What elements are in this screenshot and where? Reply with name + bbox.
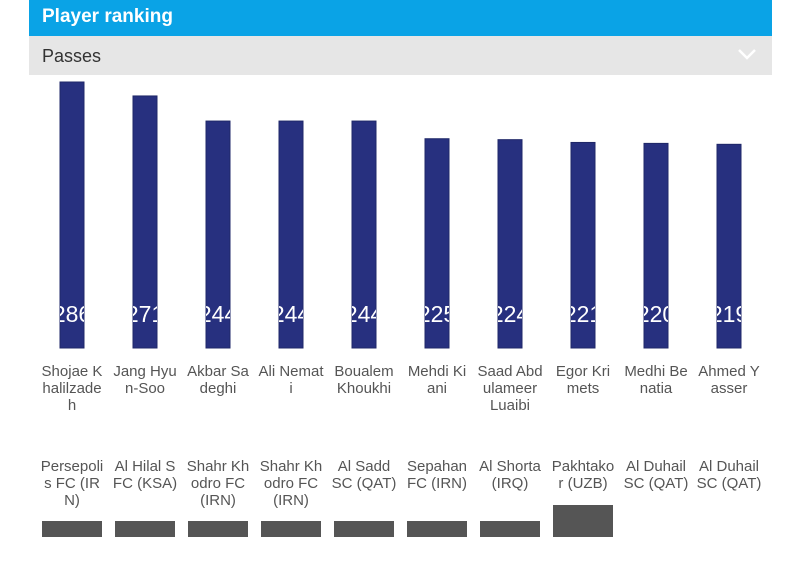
data-label-5: 244 xyxy=(345,301,384,327)
chevron-down-icon[interactable] xyxy=(736,45,758,63)
club-name-1: Persepolis FC (IRN) xyxy=(40,458,104,509)
club-name-7: Al Shorta (IRQ) xyxy=(479,458,541,492)
bar-1[interactable] xyxy=(59,81,85,349)
club-flag-icon-4 xyxy=(261,521,321,537)
club-flag-icon-7 xyxy=(480,521,540,537)
player-name-1: Shojae Khalilzadeh xyxy=(41,363,103,414)
club-flag-icon-3 xyxy=(188,521,248,537)
bar-10[interactable] xyxy=(716,143,742,349)
bar-8[interactable] xyxy=(570,141,596,349)
bar-2[interactable] xyxy=(132,95,158,349)
data-label-7: 224 xyxy=(491,301,530,327)
data-label-6: 225 xyxy=(418,301,456,327)
panel-title: Player ranking xyxy=(29,0,772,36)
player-ranking-panel: Player ranking Passes xyxy=(29,0,772,575)
club-flag-icon-2 xyxy=(115,521,175,537)
stat-selector-value: Passes xyxy=(42,46,102,66)
club-name-6: Sepahan FC (IRN) xyxy=(406,458,468,492)
data-label-10: 219 xyxy=(710,301,748,327)
bar-5[interactable] xyxy=(351,120,377,349)
data-label-3: 244 xyxy=(199,301,238,327)
player-name-2: Jang Hyun-Soo xyxy=(113,363,177,397)
club-name-5: Al Sadd SC (QAT) xyxy=(331,458,397,492)
club-name-9: Al Duhail SC (QAT) xyxy=(623,458,689,492)
player-name-8: Egor Krimets xyxy=(555,363,611,397)
club-name-4: Shahr Khodro FC (IRN) xyxy=(259,458,323,509)
bar-4[interactable] xyxy=(278,120,304,349)
data-label-2: 271 xyxy=(126,301,164,327)
player-name-9: Medhi Benatia xyxy=(624,363,688,397)
club-flag-icon-5 xyxy=(334,521,394,537)
player-name-7: Saad Abdulameer Luaibi xyxy=(477,363,543,414)
club-name-8: Pakhtakor (UZB) xyxy=(551,458,615,492)
data-label-4: 244 xyxy=(272,301,311,327)
player-name-6: Mehdi Kiani xyxy=(407,363,467,397)
club-flag-icon-8 xyxy=(553,505,613,537)
player-name-4: Ali Nemati xyxy=(258,363,324,397)
club-name-2: Al Hilal SFC (KSA) xyxy=(112,458,178,492)
club-flag-icon-1 xyxy=(42,521,102,537)
bar-7[interactable] xyxy=(497,139,523,349)
club-name-3: Shahr Khodro FC (IRN) xyxy=(186,458,250,509)
data-label-9: 220 xyxy=(637,301,675,327)
player-name-3: Akbar Sadeghi xyxy=(187,363,249,397)
club-name-10: Al Duhail SC (QAT) xyxy=(696,458,762,492)
stat-selector-dropdown[interactable]: Passes xyxy=(29,36,772,75)
data-label-8: 221 xyxy=(564,301,602,327)
data-label-1: 286 xyxy=(53,301,91,327)
bar-3[interactable] xyxy=(205,120,231,349)
club-flag-icon-6 xyxy=(407,521,467,537)
bar-9[interactable] xyxy=(643,142,669,349)
player-name-10: Ahmed Yasser xyxy=(698,363,760,397)
bar-6[interactable] xyxy=(424,138,450,349)
player-name-5: Boualem Khoukhi xyxy=(334,363,394,397)
